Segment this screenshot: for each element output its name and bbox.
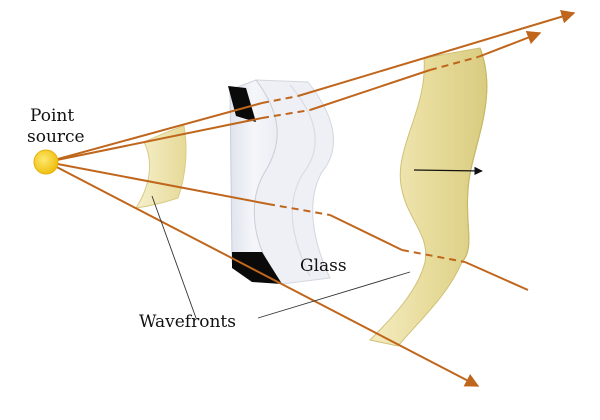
ray-lower: [46, 161, 480, 387]
ray-middle-2: [267, 203, 331, 216]
glass-wave-line: [289, 84, 316, 277]
wavefront-large-surface: [368, 47, 488, 347]
ray-upper-outer-3: [297, 9, 576, 97]
propagation-arrow: [413, 166, 483, 176]
point-source-label-line2: source: [27, 127, 85, 147]
wavefront-large-edge: [461, 47, 488, 263]
ray-upper-inner-1: [46, 117, 263, 163]
glass-block: [228, 79, 334, 286]
wavefronts-pointers: [151, 195, 411, 319]
ray-upper-inner-5: [477, 31, 542, 58]
wavefront-small: [134, 125, 187, 209]
ray-upper-inner-4: [429, 56, 479, 71]
wavefront-large: [368, 47, 488, 347]
glass-label: Glass: [300, 256, 347, 276]
ray-middle-5: [464, 261, 529, 291]
rays: [46, 9, 576, 387]
ray-upper-outer-1: [46, 102, 263, 163]
glass-dark-top: [228, 86, 256, 122]
pointer-to-small-wavefront: [151, 195, 197, 319]
point-source-label-line1: Point: [30, 106, 74, 126]
ray-upper-outer-2: [261, 95, 299, 104]
ray-upper-inner-3: [309, 69, 431, 111]
ray-middle-1: [46, 161, 269, 205]
point-source-dot: [33, 149, 59, 175]
glass-dark-bottom: [232, 252, 282, 284]
wavefronts-label: Wavefronts: [139, 312, 236, 332]
ray-middle-3: [329, 214, 403, 251]
pointer-to-large-wavefront: [257, 271, 411, 319]
ray-upper-inner-2: [261, 109, 311, 119]
ray-middle-4: [401, 249, 466, 263]
